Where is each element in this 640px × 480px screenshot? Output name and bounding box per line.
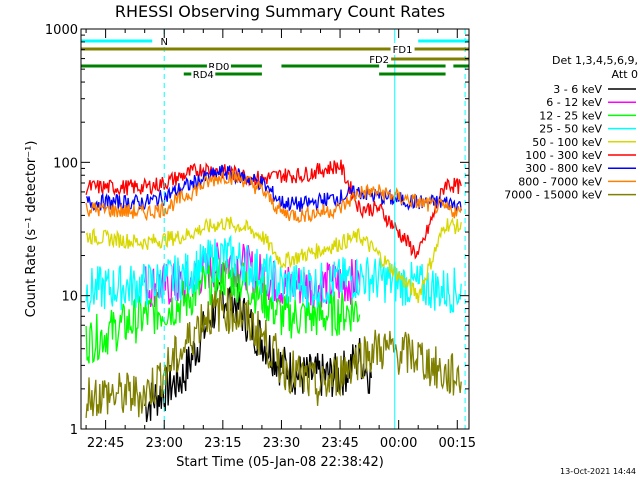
legend-label-1: 6 - 12 keV (546, 96, 602, 109)
footer-date: 13-Oct-2021 14:44 (560, 467, 636, 476)
x-tick-label: 23:15 (204, 436, 241, 451)
y-tick-label: 1000 (45, 23, 78, 38)
y-axis-label: Count Rate (s⁻¹ detector⁻¹) (24, 141, 39, 318)
series-line-5 (85, 159, 462, 260)
x-axis-label: Start Time (05-Jan-08 22:38:42) (176, 455, 384, 470)
legend-label-3: 25 - 50 keV (539, 123, 602, 136)
y-tick-label: 1 (70, 423, 78, 438)
x-tick-label: 00:00 (380, 436, 417, 451)
y-axis: 1 10 100 1000 (45, 23, 469, 438)
legend-label-6: 300 - 800 keV (525, 162, 602, 175)
legend-label-7: 800 - 7000 keV (518, 175, 602, 188)
series-line-4 (85, 216, 462, 304)
state-label-FD1: FD1 (393, 45, 413, 56)
legend-label-0: 3 - 6 keV (553, 83, 602, 96)
state-label-RD4: RD4 (193, 70, 214, 81)
y-tick-label: 10 (61, 290, 78, 305)
series-line-1 (144, 242, 361, 309)
series-line-7 (85, 168, 462, 224)
state-label-FD2: FD2 (369, 55, 389, 66)
legend-label-2: 12 - 25 keV (539, 109, 602, 122)
state-label-bg (191, 68, 216, 80)
chart-title: RHESSI Observing Summary Count Rates (115, 2, 445, 21)
legend-label-4: 50 - 100 keV (532, 136, 602, 149)
y-tick-label: 100 (53, 156, 78, 171)
state-label-RD0: RD0 (208, 62, 229, 73)
legend-label-5: 100 - 300 keV (525, 149, 602, 162)
x-axis: 22:45 23:00 23:15 23:30 23:45 00:00 00:15 (85, 29, 476, 451)
legend-label-8: 7000 - 15000 keV (504, 189, 602, 202)
x-tick-label: 23:45 (321, 436, 358, 451)
x-tick-label: 23:00 (145, 436, 182, 451)
series-line-2 (85, 256, 361, 364)
series-layer (85, 159, 462, 423)
state-label-bg (367, 53, 392, 65)
series-line-8 (85, 287, 462, 418)
state-label-bg (152, 35, 177, 47)
state-label-bg (390, 43, 415, 55)
vertical-markers (163, 29, 466, 429)
x-tick-label: 22:45 (87, 436, 124, 451)
x-tick-label: 00:15 (439, 436, 476, 451)
legend-header-line-2: Att 0 (612, 68, 638, 81)
plot-frame (80, 28, 470, 430)
legend-header-line-1: Det 1,3,4,5,6,9, (552, 54, 638, 67)
x-tick-label: 23:30 (263, 436, 300, 451)
state-label-N: N (160, 37, 167, 48)
